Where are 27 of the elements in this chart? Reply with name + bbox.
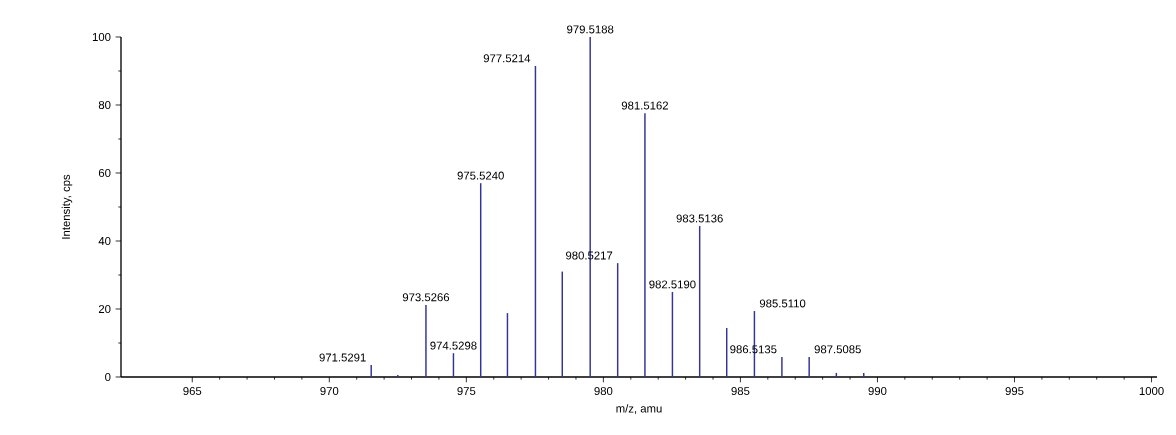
y-tick-label: 80 (98, 100, 111, 109)
x-tick-label: 990 (868, 387, 887, 396)
annotation: 983.5136 (676, 214, 723, 223)
y-tick-label: 100 (92, 32, 111, 41)
x-tick-label: 965 (183, 387, 202, 396)
annotation: 979.5188 (567, 25, 614, 34)
y-tick-label: 40 (98, 237, 111, 245)
x-axis-title: m/z, amu (616, 404, 662, 414)
annotation: 974.5298 (430, 341, 477, 350)
annotation: 971.5291 (319, 353, 366, 362)
x-tick-label: 970 (320, 387, 339, 396)
annotation: 987.5085 (814, 345, 861, 354)
y-axis-title: Intensity, cps (61, 174, 73, 239)
x-tick-label: 985 (731, 387, 750, 396)
x-tick-label: 995 (1005, 387, 1024, 396)
annotation: 973.5266 (402, 293, 450, 302)
y-tick-label: 20 (98, 305, 111, 314)
annotation: 981.5162 (621, 101, 668, 110)
annotation: 982.5190 (649, 280, 696, 289)
annotation: 975.5240 (457, 171, 504, 180)
x-tick-label: 1000 (1139, 387, 1164, 396)
annotation: 977.5214 (483, 54, 531, 63)
x-tick-label: 975 (457, 387, 476, 396)
y-tick-label: 60 (98, 169, 111, 177)
y-tick-label: 0 (105, 373, 111, 382)
x-tick-label: 980 (594, 387, 613, 396)
annotation: 985.5110 (759, 299, 806, 308)
